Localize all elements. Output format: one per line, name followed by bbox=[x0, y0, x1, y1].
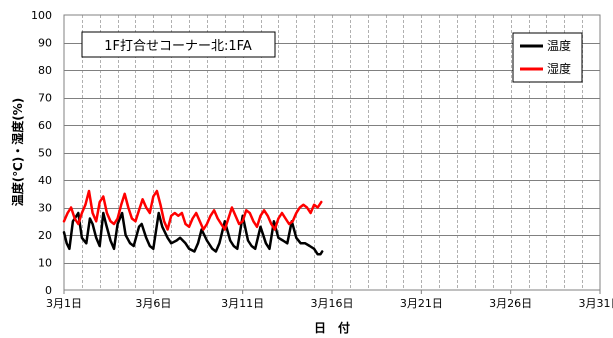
legend: 温度 湿度 bbox=[513, 33, 582, 82]
legend-label-humidity: 湿度 bbox=[547, 61, 571, 76]
x-tick-label: 3月11日 bbox=[221, 297, 264, 310]
y-tick-label: 70 bbox=[38, 92, 52, 105]
y-tick-label: 80 bbox=[38, 64, 52, 77]
y-tick-label: 90 bbox=[38, 37, 52, 50]
x-tick-label: 3月21日 bbox=[400, 297, 443, 310]
y-tick-label: 20 bbox=[38, 229, 52, 242]
y-tick-label: 40 bbox=[38, 174, 52, 187]
y-tick-label: 10 bbox=[38, 257, 52, 270]
legend-label-temperature: 温度 bbox=[547, 38, 571, 53]
y-tick-label: 60 bbox=[38, 119, 52, 132]
x-tick-label: 3月31日 bbox=[579, 297, 613, 310]
x-axis-title: 日 付 bbox=[314, 320, 350, 335]
x-tick-label: 3月6日 bbox=[135, 297, 171, 310]
x-tick-label: 3月26日 bbox=[489, 297, 532, 310]
y-tick-label: 0 bbox=[45, 284, 52, 297]
y-tick-label: 30 bbox=[38, 202, 52, 215]
y-axis-title: 温度(℃)・湿度(%) bbox=[10, 98, 25, 207]
y-tick-label: 100 bbox=[31, 9, 52, 22]
y-tick-label: 50 bbox=[38, 147, 52, 160]
annotation-text: 1F打合せコーナー北:1FA bbox=[104, 39, 252, 54]
x-tick-label: 3月16日 bbox=[311, 297, 354, 310]
annotation-box: 1F打合せコーナー北:1FA bbox=[82, 32, 275, 57]
x-tick-label: 3月1日 bbox=[46, 297, 82, 310]
